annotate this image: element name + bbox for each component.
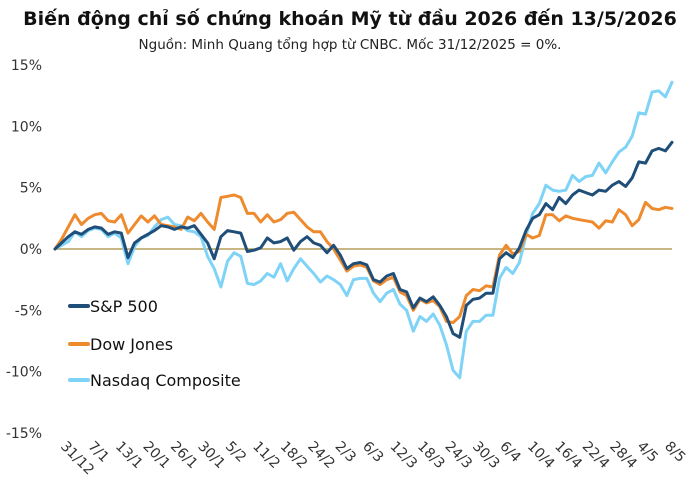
y-tick-label: -10% [6,365,42,381]
x-tick-label: 24/2 [304,439,338,473]
legend-label: S&P 500 [90,297,158,316]
x-tick-label: 28/4 [606,439,640,473]
x-tick-label: 30/3 [469,439,503,473]
x-tick-label: 20/1 [140,439,174,473]
x-tick-label: 8/5 [661,439,688,466]
x-tick-label: 22/4 [579,439,613,473]
y-tick-label: 10% [11,119,42,135]
x-tick-label: 12/3 [387,439,421,473]
chart-title: Biến động chỉ số chứng khoán Mỹ từ đầu 2… [23,8,677,30]
y-tick-label: 0% [20,242,42,258]
series-line-1 [53,193,674,325]
y-tick-label: -5% [15,303,42,319]
legend-label: Dow Jones [90,335,173,354]
x-tick-label: 18/2 [277,439,311,473]
y-tick-label: 15% [11,58,42,74]
x-tick-label: 26/1 [167,439,201,473]
y-tick-label: -15% [6,426,42,442]
series-line-2 [53,80,674,380]
x-tick-label: 10/4 [524,439,558,473]
legend-label: Nasdaq Composite [90,371,241,390]
chart-subtitle: Nguồn: Minh Quang tổng hợp từ CNBC. Mốc … [138,37,562,53]
x-tick-label: 30/1 [194,439,228,473]
x-tick-label: 16/4 [551,439,585,473]
x-tick-label: 18/3 [414,439,448,473]
x-tick-label: 6/3 [359,439,386,466]
x-tick-label: 13/1 [112,439,146,473]
series-line-0 [53,140,674,339]
y-tick-label: 5% [20,181,42,197]
x-tick-label: 11/2 [249,439,283,473]
x-tick-label: 24/3 [442,439,476,473]
